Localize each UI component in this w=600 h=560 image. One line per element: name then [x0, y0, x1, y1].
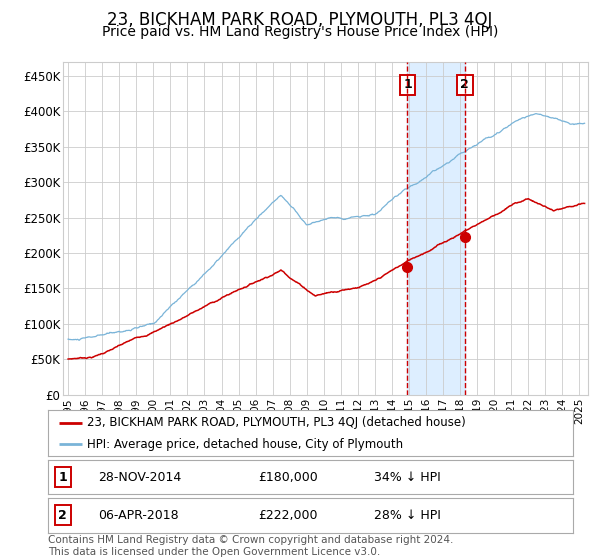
Text: Contains HM Land Registry data © Crown copyright and database right 2024.
This d: Contains HM Land Registry data © Crown c… [48, 535, 454, 557]
Text: 28-NOV-2014: 28-NOV-2014 [98, 470, 181, 484]
Text: 2: 2 [460, 78, 469, 91]
Text: 1: 1 [403, 78, 412, 91]
Text: 06-APR-2018: 06-APR-2018 [98, 508, 179, 522]
Text: £180,000: £180,000 [258, 470, 318, 484]
Text: 28% ↓ HPI: 28% ↓ HPI [373, 508, 440, 522]
Bar [407, 62, 465, 395]
Text: £222,000: £222,000 [258, 508, 317, 522]
Text: 34% ↓ HPI: 34% ↓ HPI [373, 470, 440, 484]
Text: Price paid vs. HM Land Registry's House Price Index (HPI): Price paid vs. HM Land Registry's House … [102, 25, 498, 39]
Text: 23, BICKHAM PARK ROAD, PLYMOUTH, PL3 4QJ (detached house): 23, BICKHAM PARK ROAD, PLYMOUTH, PL3 4QJ… [88, 417, 466, 430]
Text: HPI: Average price, detached house, City of Plymouth: HPI: Average price, detached house, City… [88, 437, 404, 450]
Text: 23, BICKHAM PARK ROAD, PLYMOUTH, PL3 4QJ: 23, BICKHAM PARK ROAD, PLYMOUTH, PL3 4QJ [107, 11, 493, 29]
Text: 1: 1 [58, 470, 67, 484]
Text: 2: 2 [58, 508, 67, 522]
